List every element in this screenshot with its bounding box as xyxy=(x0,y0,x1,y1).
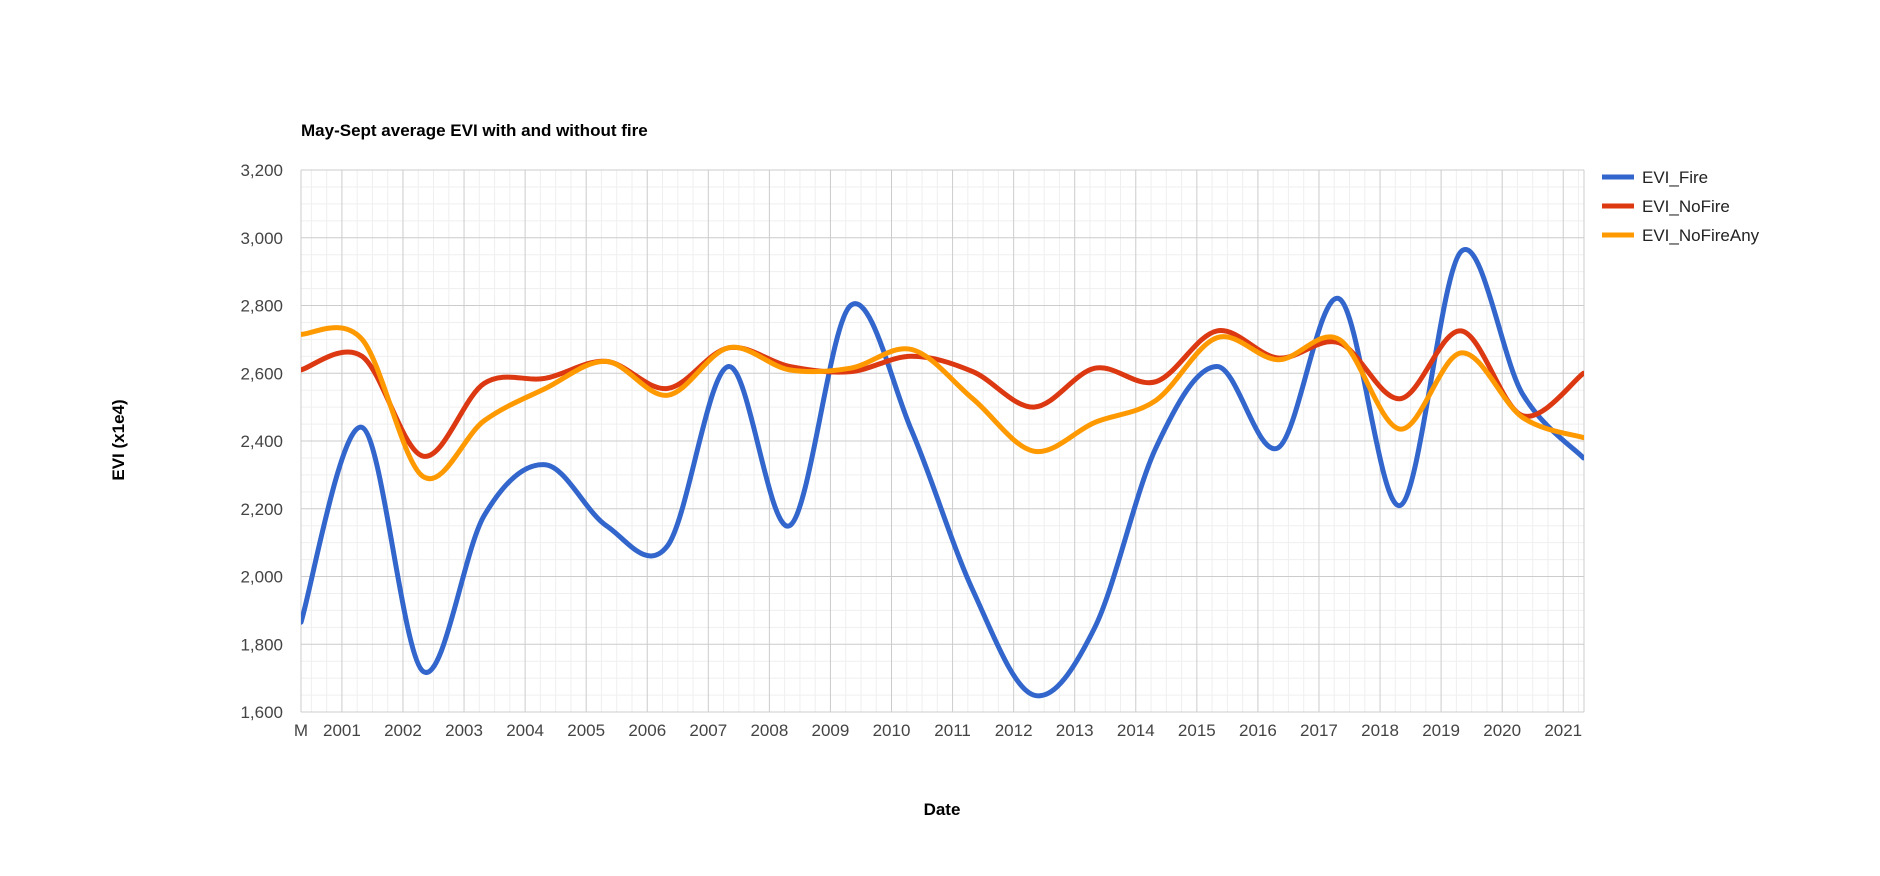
y-tick-label: 3,000 xyxy=(240,229,283,248)
x-tick-label: 2014 xyxy=(1117,721,1155,740)
y-tick-label: 3,200 xyxy=(240,161,283,180)
y-tick-label: 1,800 xyxy=(240,635,283,654)
x-tick-label: 2003 xyxy=(445,721,483,740)
x-axis-title: Date xyxy=(924,800,961,819)
x-tick-label: 2018 xyxy=(1361,721,1399,740)
x-tick-label: 2011 xyxy=(934,721,971,740)
x-tick-label: 2016 xyxy=(1239,721,1277,740)
series-line-evi-fire xyxy=(301,246,1584,699)
y-axis-title: EVI (x1e4) xyxy=(109,399,128,480)
x-axis-ticks: M 2001 2002 2003 2004 2005 2006 2007 2008 2009 201… xyxy=(294,721,1582,740)
x-tick-label: 2013 xyxy=(1056,721,1094,740)
x-tick-label: 2017 xyxy=(1300,721,1338,740)
y-tick-label: 2,000 xyxy=(240,568,283,587)
legend-label: EVI_NoFire xyxy=(1642,197,1730,216)
x-tick-label: 2005 xyxy=(567,721,605,740)
legend-label: EVI_Fire xyxy=(1642,168,1708,187)
x-tick-label: 2010 xyxy=(873,721,911,740)
series-lines xyxy=(301,246,1584,699)
x-tick-label: 2006 xyxy=(628,721,666,740)
grid xyxy=(300,169,1585,713)
y-tick-label: 1,600 xyxy=(240,703,283,722)
x-tick-label: 2020 xyxy=(1483,721,1521,740)
x-tick-label: 2009 xyxy=(812,721,850,740)
series-line-evi-nofire xyxy=(301,328,1584,459)
x-tick-label: 2007 xyxy=(689,721,727,740)
y-tick-label: 2,800 xyxy=(240,297,283,316)
y-tick-label: 2,600 xyxy=(240,364,283,383)
x-tick-label: 2002 xyxy=(384,721,422,740)
y-tick-label: 2,200 xyxy=(240,500,283,519)
series-line-evi-nofireany xyxy=(301,325,1584,482)
x-tick-label: 2004 xyxy=(506,721,544,740)
x-tick-label: 2008 xyxy=(750,721,788,740)
y-axis-ticks: 1,600 1,800 2,000 2,200 2,400 2,600 2,800 3,000… xyxy=(240,161,283,722)
y-tick-label: 2,400 xyxy=(240,432,283,451)
legend-label: EVI_NoFireAny xyxy=(1642,226,1760,245)
legend: EVI_Fire EVI_NoFire EVI_NoFireAny xyxy=(1602,168,1760,245)
x-tick-label: 2019 xyxy=(1422,721,1460,740)
x-tick-label: 2001 xyxy=(323,721,361,740)
x-tick-label: 2012 xyxy=(995,721,1033,740)
x-tick-label: M xyxy=(294,721,308,740)
x-tick-label: 2021 xyxy=(1544,721,1582,740)
x-tick-label: 2015 xyxy=(1178,721,1216,740)
chart-title: May-Sept average EVI with and without fi… xyxy=(301,121,648,140)
